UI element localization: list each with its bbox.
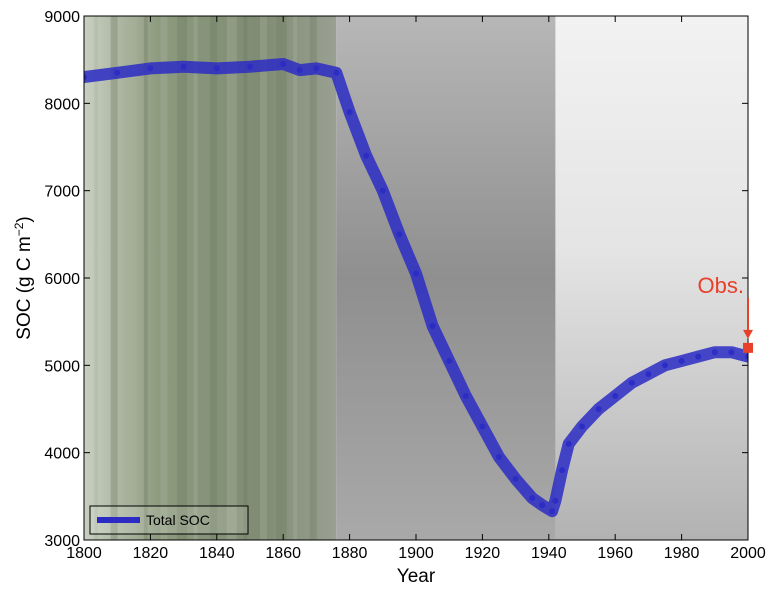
backdrop-photos bbox=[84, 16, 748, 540]
x-tick-label: 1980 bbox=[664, 545, 700, 562]
series-point-total-soc bbox=[645, 371, 652, 378]
series-point-total-soc bbox=[628, 379, 635, 386]
x-tick-label: 2000 bbox=[730, 545, 766, 562]
series-point-total-soc bbox=[363, 152, 370, 159]
series-point-total-soc bbox=[662, 362, 668, 369]
series-point-total-soc bbox=[595, 406, 602, 412]
series-point-total-soc bbox=[180, 63, 187, 70]
series-point-total-soc bbox=[147, 65, 154, 72]
series-point-total-soc bbox=[728, 349, 735, 356]
x-tick-label: 1820 bbox=[133, 545, 169, 562]
series-point-total-soc bbox=[678, 358, 685, 364]
y-axis-title-main: SOC (g C m bbox=[14, 236, 35, 339]
x-tick-label: 1920 bbox=[465, 545, 501, 562]
y-tick-label: 7000 bbox=[44, 184, 80, 201]
y-axis-title-close: ) bbox=[14, 216, 35, 222]
x-tick-label: 1960 bbox=[597, 545, 633, 562]
series-point-total-soc bbox=[695, 353, 702, 360]
series-point-total-soc bbox=[565, 440, 572, 447]
series-point-total-soc bbox=[711, 349, 718, 356]
x-tick-label: 1860 bbox=[265, 545, 301, 562]
series-point-total-soc bbox=[496, 454, 502, 460]
y-axis-ticks: 3000 4000 5000 6000 7000 8000 9000 bbox=[44, 9, 748, 550]
series-point-total-soc bbox=[462, 392, 469, 399]
backdrop-ploughed-farmland bbox=[555, 16, 748, 540]
series-point-total-soc bbox=[479, 423, 486, 430]
x-axis-ticks: 1800 1820 1840 1860 1880 1900 1920 1940 1960 1980… bbox=[66, 16, 766, 562]
series-point-total-soc bbox=[379, 187, 386, 194]
series-point-total-soc bbox=[396, 231, 403, 238]
forest-trunk-streak bbox=[193, 16, 198, 540]
series-point-total-soc bbox=[745, 353, 748, 360]
series-point-total-soc bbox=[413, 270, 419, 277]
backdrop-old-growth-forest bbox=[84, 16, 337, 540]
y-axis-title: SOC (g C m−2) bbox=[12, 216, 35, 339]
y-tick-label: 5000 bbox=[44, 358, 80, 375]
y-tick-label: 6000 bbox=[44, 271, 80, 288]
series-point-total-soc bbox=[549, 508, 556, 515]
x-tick-label: 1800 bbox=[66, 545, 102, 562]
x-tick-label: 1940 bbox=[531, 545, 567, 562]
forest-trunk-streak bbox=[276, 16, 287, 540]
forest-trunk-streak bbox=[110, 16, 118, 540]
series-point-total-soc bbox=[346, 109, 353, 116]
forest-trunk-streak bbox=[243, 16, 248, 540]
y-tick-label: 9000 bbox=[44, 9, 80, 26]
series-point-total-soc bbox=[247, 63, 253, 70]
series-point-total-soc bbox=[612, 392, 619, 399]
series-point-total-soc bbox=[313, 65, 320, 72]
series-layer bbox=[84, 58, 748, 518]
series-point-total-soc bbox=[296, 67, 303, 74]
forest-trunk-streak bbox=[293, 16, 298, 540]
y-tick-label: 8000 bbox=[44, 96, 80, 113]
series-point-total-soc bbox=[512, 475, 519, 482]
y-axis-title-sup: −2 bbox=[12, 222, 26, 236]
series-point-total-soc bbox=[213, 65, 220, 72]
forest-trunk-streak bbox=[176, 16, 187, 540]
series-point-total-soc bbox=[552, 497, 559, 504]
series-point-total-soc bbox=[579, 423, 585, 430]
series-point-total-soc bbox=[559, 467, 566, 474]
series-point-total-soc bbox=[84, 74, 87, 81]
observation-label: Obs. bbox=[698, 273, 744, 298]
forest-trunk-streak bbox=[94, 16, 98, 540]
forest-trunk-streak bbox=[143, 16, 148, 540]
forest-trunk-streak bbox=[127, 16, 138, 540]
series-point-total-soc bbox=[529, 495, 536, 502]
y-tick-label: 4000 bbox=[44, 446, 80, 463]
series-point-total-soc bbox=[280, 61, 287, 67]
x-axis-title: Year bbox=[397, 566, 436, 587]
legend: Total SOC bbox=[89, 505, 249, 535]
forest-trunk-streak bbox=[210, 16, 218, 540]
forest-trunk-streak bbox=[226, 16, 237, 540]
observation-annotation: Obs. bbox=[698, 273, 753, 353]
legend-label-total-soc: Total SOC bbox=[146, 512, 210, 528]
x-tick-label: 1880 bbox=[332, 545, 368, 562]
forest-trunk-streak bbox=[259, 16, 267, 540]
backdrop-logged-stump-fern bbox=[336, 16, 556, 540]
series-point-total-soc bbox=[114, 69, 121, 76]
series-point-total-soc bbox=[446, 358, 453, 364]
x-tick-label: 1900 bbox=[398, 545, 434, 562]
observation-arrow-head bbox=[743, 329, 753, 339]
observation-marker bbox=[743, 342, 753, 353]
y-tick-label: 3000 bbox=[44, 533, 80, 550]
series-point-total-soc bbox=[333, 69, 340, 76]
series-point-total-soc bbox=[429, 323, 436, 329]
forest-trunk-streak bbox=[309, 16, 317, 540]
forest-trunk-streak bbox=[160, 16, 168, 540]
x-tick-label: 1840 bbox=[199, 545, 235, 562]
series-point-total-soc bbox=[539, 502, 546, 509]
